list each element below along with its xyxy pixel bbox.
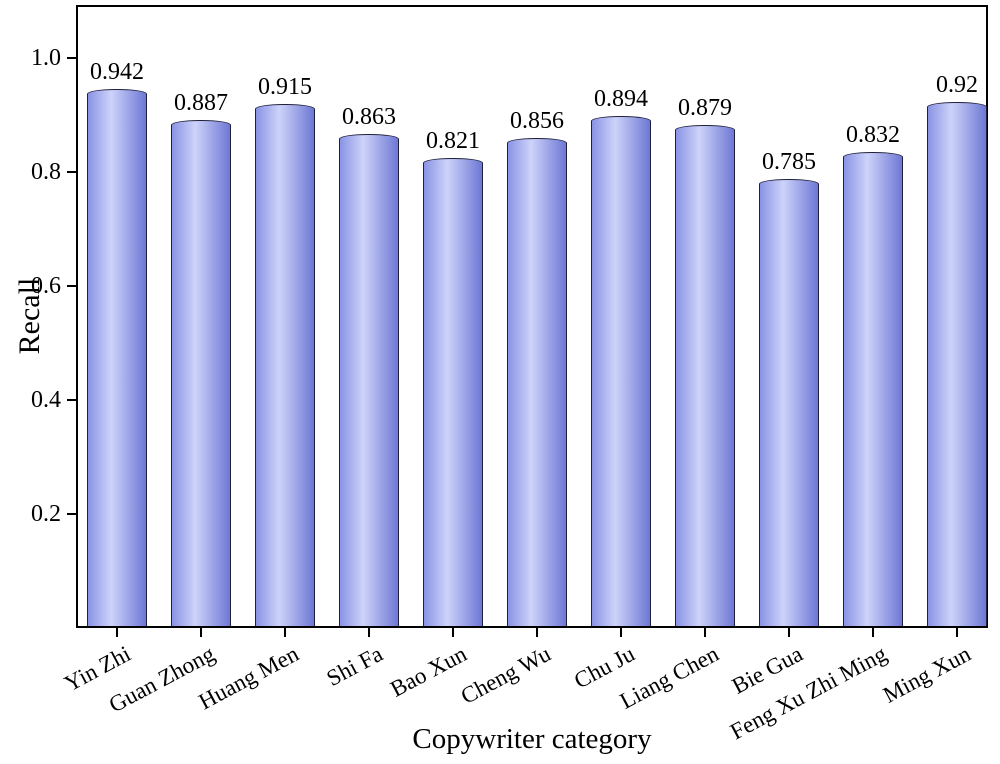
bar-chu-ju xyxy=(591,116,651,626)
y-tick xyxy=(67,57,76,59)
bar-huang-men xyxy=(255,104,315,626)
bar-value-label: 0.856 xyxy=(510,108,564,134)
bar-cheng-wu xyxy=(507,138,567,626)
y-tick-label-0.2: 0.2 xyxy=(31,501,61,527)
y-tick-label-0.4: 0.4 xyxy=(31,387,61,413)
bar-bao-xun xyxy=(423,158,483,626)
y-tick-label-0.8: 0.8 xyxy=(31,159,61,185)
x-tick xyxy=(452,626,454,637)
bar-value-label: 0.942 xyxy=(90,59,144,85)
x-tick xyxy=(284,626,286,637)
bar-shi-fa xyxy=(339,134,399,626)
x-tick xyxy=(704,626,706,637)
x-tick xyxy=(200,626,202,637)
y-tick xyxy=(67,171,76,173)
bar-value-label: 0.887 xyxy=(174,90,228,116)
bar-value-label: 0.863 xyxy=(342,104,396,130)
x-tick xyxy=(872,626,874,637)
x-tick xyxy=(368,626,370,637)
bar-guan-zhong xyxy=(171,120,231,626)
y-tick-label-0.6: 0.6 xyxy=(31,273,61,299)
x-tick xyxy=(620,626,622,637)
bar-value-label: 0.785 xyxy=(762,149,816,175)
bar-value-label: 0.915 xyxy=(258,74,312,100)
bar-liang-chen xyxy=(675,125,735,626)
y-tick-label-1.0: 1.0 xyxy=(31,45,61,71)
x-tick xyxy=(116,626,118,637)
bar-value-label: 0.92 xyxy=(936,72,978,98)
bar-value-label: 0.894 xyxy=(594,86,648,112)
y-tick xyxy=(67,399,76,401)
bar-yin-zhi xyxy=(87,89,147,626)
plot-area: 0.942 Yin Zhi 0.887 Guan Zhong 0.915 Huang Me… xyxy=(31,5,988,744)
y-tick xyxy=(67,285,76,287)
x-axis-title: Copywriter category xyxy=(412,723,652,755)
y-tick xyxy=(67,513,76,515)
bar-ming-xun xyxy=(927,102,987,626)
bar-value-label: 0.879 xyxy=(678,95,732,121)
bar-value-label: 0.832 xyxy=(846,122,900,148)
bar-bie-gua xyxy=(759,179,819,626)
x-tick xyxy=(956,626,958,637)
bar-value-label: 0.821 xyxy=(426,128,480,154)
y-axis-title: Recall xyxy=(13,277,46,355)
bar-feng-xu-zhi-ming xyxy=(843,152,903,626)
x-tick xyxy=(788,626,790,637)
x-tick xyxy=(536,626,538,637)
